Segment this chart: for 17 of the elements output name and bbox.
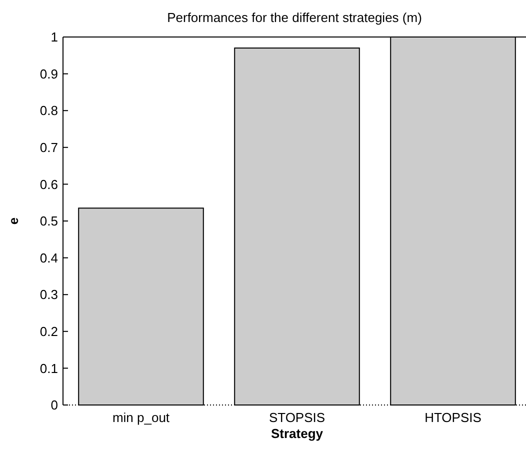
y-axis-title: e <box>6 217 21 225</box>
chart-title: Performances for the different strategies (m) <box>167 10 422 25</box>
y-tick-label: 0.3 <box>40 287 58 302</box>
x-tick-label: min p_out <box>112 410 170 425</box>
y-tick-label: 0.5 <box>40 214 58 229</box>
x-tick-label: STOPSIS <box>268 410 326 425</box>
y-tick-label: 1 <box>50 30 58 45</box>
y-tick-label: 0.9 <box>40 66 58 82</box>
x-axis-title: Strategy <box>270 426 324 441</box>
x-tick-label: HTOPSIS <box>424 410 482 425</box>
y-tick-label: 0.8 <box>40 103 58 118</box>
y-tick-label: 0.6 <box>40 176 58 192</box>
y-tick-label: 0.4 <box>40 250 58 266</box>
y-tick-label: 0.7 <box>40 140 58 155</box>
y-tick-label: 0.2 <box>40 324 58 339</box>
y-tick-label: 0 <box>50 398 58 413</box>
y-tick-label: 0.1 <box>40 360 58 376</box>
